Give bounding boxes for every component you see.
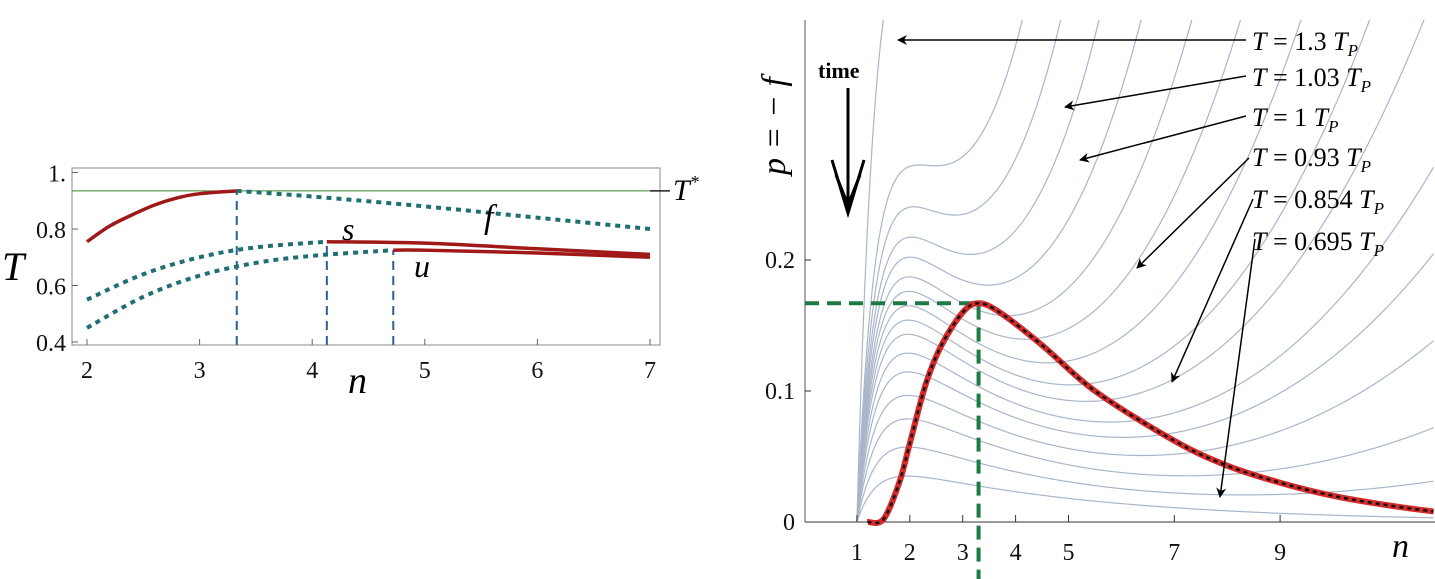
temperature-arrow bbox=[1079, 115, 1247, 163]
left-y-label: T bbox=[2, 244, 27, 289]
peak-dashed-guides bbox=[805, 301, 981, 579]
label-s: s bbox=[342, 211, 354, 247]
series-f bbox=[236, 188, 651, 231]
left-chart: 2 3 4 5 6 7 0.4 0.6 0.8 1. T n T* s u f bbox=[2, 162, 699, 403]
left-plot-frame bbox=[71, 167, 661, 346]
y-tick-label: 0.6 bbox=[36, 275, 66, 301]
y-tick-label: 0.2 bbox=[765, 248, 795, 274]
series-u bbox=[393, 248, 651, 259]
x-tick-label: 3 bbox=[957, 540, 969, 566]
isotherm-curve bbox=[856, 166, 1435, 522]
tstar-label: T* bbox=[673, 172, 699, 207]
series-upper-dotted bbox=[86, 239, 327, 302]
x-tick-label: 9 bbox=[1274, 540, 1286, 566]
isotherm-curve bbox=[856, 20, 1193, 522]
label-f: f bbox=[484, 199, 498, 236]
right-chart: 1 2 3 4 5 7 9 0 0.1 0.2 p = − f n time T = 1.3 TP… bbox=[756, 20, 1435, 579]
isotherm-curve bbox=[856, 340, 1434, 522]
isotherm-curve bbox=[856, 475, 1434, 522]
x-tick-label: 7 bbox=[644, 358, 656, 384]
temperature-arrow bbox=[1171, 198, 1254, 383]
x-tick-label: 4 bbox=[306, 358, 318, 384]
series-red-left bbox=[86, 189, 237, 244]
x-tick-label: 7 bbox=[1168, 540, 1180, 566]
label-u: u bbox=[414, 248, 430, 284]
isotherm-curve bbox=[856, 20, 1425, 522]
critical-curve-red bbox=[866, 300, 1434, 526]
temperature-label: T = 0.695 TP bbox=[1252, 227, 1384, 260]
x-tick-label: 4 bbox=[1010, 540, 1022, 566]
right-x-label: n bbox=[1392, 528, 1409, 565]
temperature-label: T = 1.3 TP bbox=[1252, 27, 1358, 60]
isotherm-curve bbox=[856, 20, 1062, 522]
y-tick-label: 0.8 bbox=[36, 218, 66, 244]
temperature-label: T = 0.93 TP bbox=[1252, 143, 1371, 176]
x-tick-label: 6 bbox=[531, 358, 543, 384]
x-tick-label: 1 bbox=[851, 540, 863, 566]
x-tick-label: 2 bbox=[81, 358, 93, 384]
isotherm-curve bbox=[856, 253, 1434, 522]
isotherm-curve bbox=[856, 20, 884, 522]
y-tick-label: 1. bbox=[48, 162, 66, 188]
isotherm-curve bbox=[856, 418, 1434, 522]
left-x-label: n bbox=[348, 360, 367, 402]
isotherm-curve bbox=[856, 20, 1023, 522]
y-tick-label: 0.1 bbox=[765, 379, 795, 405]
temperature-label: T = 1.03 TP bbox=[1252, 63, 1371, 96]
series-s bbox=[326, 239, 651, 257]
x-tick-label: 5 bbox=[419, 358, 431, 384]
y-tick-label: 0 bbox=[783, 510, 795, 536]
time-double-arrow-icon bbox=[830, 88, 866, 219]
x-tick-label: 2 bbox=[904, 540, 916, 566]
series-lower-dotted bbox=[86, 248, 394, 330]
temperature-arrow bbox=[1064, 75, 1247, 111]
time-label: time bbox=[818, 58, 860, 83]
isotherm-curve bbox=[856, 20, 1142, 522]
y-tick-label: 0.4 bbox=[36, 331, 66, 357]
x-tick-label: 5 bbox=[1063, 540, 1075, 566]
isotherm-curve bbox=[856, 446, 1434, 522]
temperature-label: T = 0.854 TP bbox=[1252, 185, 1384, 218]
isotherm-curve bbox=[856, 20, 1242, 522]
right-y-label: p = − f bbox=[756, 73, 793, 177]
isotherm-curve bbox=[856, 20, 1302, 522]
critical-curve-dotted bbox=[867, 301, 1434, 525]
x-tick-label: 3 bbox=[194, 358, 206, 384]
temperature-arrow bbox=[1216, 238, 1256, 498]
temperature-arrow bbox=[1136, 157, 1250, 269]
temperature-label: T = 1 TP bbox=[1252, 103, 1339, 136]
